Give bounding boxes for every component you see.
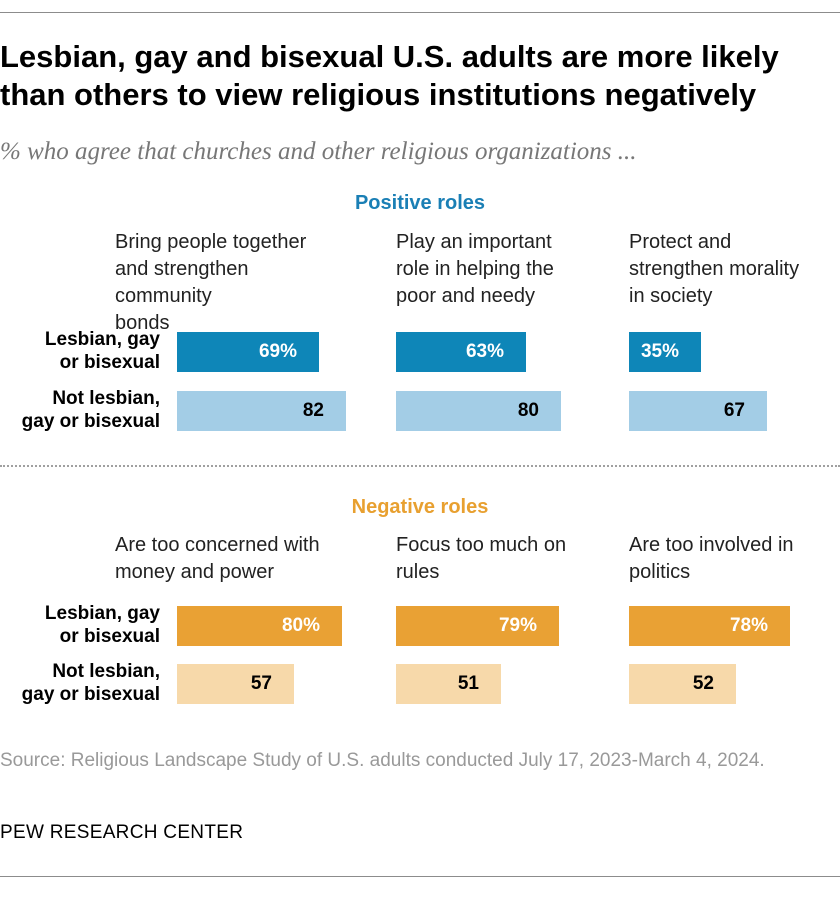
- chart-title: Lesbian, gay and bisexual U.S. adults ar…: [0, 39, 779, 112]
- positive-bar-value-label: 67: [723, 400, 745, 421]
- positive-category-label: Play an important role in helping the poor…: [396, 231, 554, 307]
- negative-category-label: Are too involved in politics: [629, 534, 794, 583]
- positive-bar-value-label: 80: [517, 400, 539, 421]
- positive-bar: 82: [177, 391, 346, 431]
- negative-category-label: Focus too much on rules: [396, 534, 567, 583]
- chart-subtitle: % who agree that churches and other reli…: [0, 138, 637, 165]
- negative-bar: 80%: [177, 606, 342, 646]
- positive-bar-value-label: 82: [302, 400, 324, 421]
- negative-category-label: Are too concerned with money and power: [115, 534, 320, 583]
- negative-bar: 51: [396, 664, 501, 704]
- negative-bar: 78%: [629, 606, 790, 646]
- positive-category-label: Protect and strengthen morality in society: [629, 231, 800, 307]
- negative-row-label-not-lgb: Not lesbian, gay or bisexual: [21, 661, 160, 705]
- negative-bar: 79%: [396, 606, 559, 646]
- positive-bar: 67: [629, 391, 767, 431]
- negative-bar-value-label: 57: [250, 673, 272, 694]
- positive-category-label: Bring people together and strengthen comm…: [115, 231, 307, 334]
- negative-section-title: Negative roles: [351, 496, 489, 518]
- bottom-rule: [0, 876, 840, 877]
- source-note: Source: Religious Landscape Study of U.S…: [0, 750, 765, 771]
- positive-bar-value-label: 35%: [640, 341, 679, 362]
- negative-bar-value-label: 52: [692, 673, 714, 694]
- positive-bar: 35%: [629, 332, 701, 372]
- negative-bar-value-label: 80%: [281, 615, 320, 636]
- negative-row-label-lgb: Lesbian, gay or bisexual: [44, 603, 160, 647]
- negative-bar-value-label: 78%: [729, 615, 768, 636]
- section-divider: [0, 465, 840, 467]
- organization-name: PEW RESEARCH CENTER: [0, 822, 244, 843]
- negative-bar-value-label: 51: [457, 673, 479, 694]
- positive-bar-value-label: 69%: [258, 341, 297, 362]
- positive-bar: 69%: [177, 332, 319, 372]
- top-rule: [0, 12, 840, 13]
- positive-section-title: Positive roles: [354, 192, 486, 214]
- positive-row-label-lgb: Lesbian, gay or bisexual: [44, 329, 160, 373]
- negative-bar-value-label: 79%: [498, 615, 537, 636]
- negative-bar: 57: [177, 664, 294, 704]
- positive-bar: 63%: [396, 332, 526, 372]
- negative-bar: 52: [629, 664, 736, 704]
- positive-row-label-not-lgb: Not lesbian, gay or bisexual: [21, 388, 160, 432]
- positive-bar-value-label: 63%: [465, 341, 504, 362]
- positive-bar: 80: [396, 391, 561, 431]
